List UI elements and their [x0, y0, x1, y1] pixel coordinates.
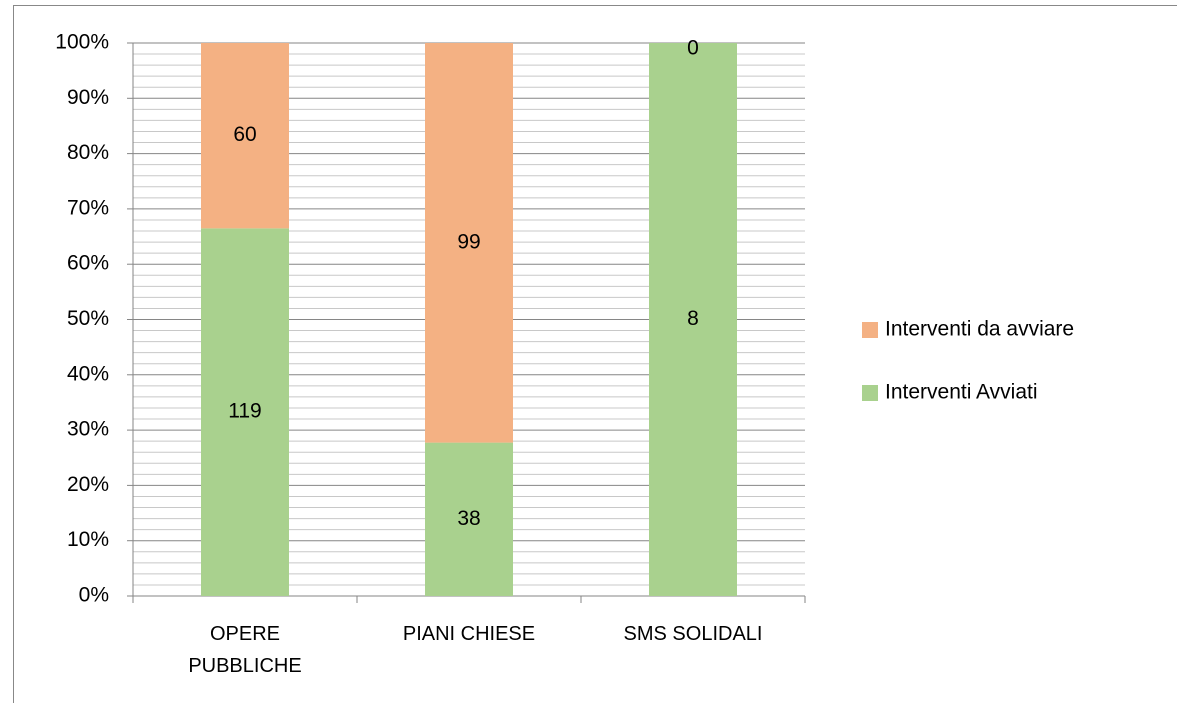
bar-segment: [425, 43, 513, 443]
y-tick-label: 0%: [79, 584, 109, 607]
y-tick-label: 40%: [67, 362, 109, 385]
data-label: 0: [687, 37, 699, 60]
y-tick-label: 70%: [67, 196, 109, 219]
y-tick-label: 20%: [67, 473, 109, 496]
x-tick-label: SMS SOLIDALI: [623, 623, 763, 645]
y-tick-label: 80%: [67, 141, 109, 164]
chart-border: [13, 5, 1177, 703]
bar-segment: [649, 43, 737, 596]
legend-swatch: [862, 385, 878, 401]
y-tick-label: 30%: [67, 418, 109, 441]
legend-swatch: [862, 322, 878, 338]
x-tick-label: PIANI CHIESE: [402, 623, 536, 645]
x-tick-label: OPERE PUBBLICHE: [188, 623, 302, 677]
y-tick-label: 90%: [67, 86, 109, 109]
y-tick-label: 100%: [55, 31, 109, 54]
data-label: 119: [228, 400, 261, 423]
y-tick-label: 60%: [67, 252, 109, 275]
data-label: 60: [233, 123, 256, 146]
legend-label: Interventi Avviati: [885, 381, 1038, 404]
data-label: 38: [457, 507, 480, 530]
bar-segment: [201, 228, 289, 596]
data-label: 99: [457, 230, 480, 253]
data-label: 8: [687, 307, 699, 330]
bar-segment: [201, 43, 289, 229]
y-tick-label: 50%: [67, 307, 109, 330]
bar-segment: [425, 442, 513, 596]
legend-label: Interventi da avviare: [885, 318, 1074, 341]
y-tick-label: 10%: [67, 528, 109, 551]
